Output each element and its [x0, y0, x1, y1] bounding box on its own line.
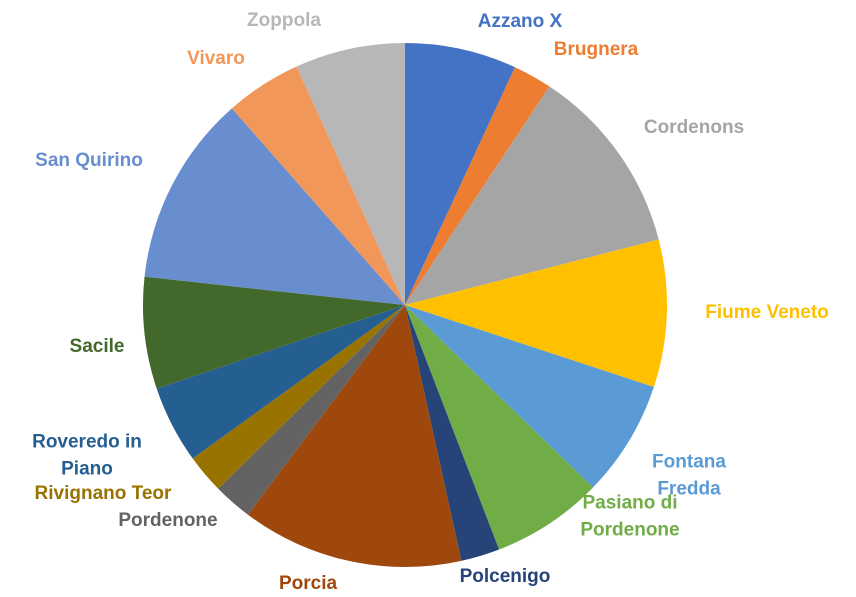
slice-label: Roveredo in Piano — [32, 432, 142, 480]
pie-slice — [192, 305, 405, 489]
slice-label: Pasiano di Pordenone — [580, 493, 679, 541]
pie-slice — [231, 66, 405, 305]
pie-slice — [405, 67, 550, 305]
pie-slice — [247, 305, 462, 567]
pie-slice — [405, 305, 654, 488]
slice-label: Pordenone — [118, 510, 217, 531]
pie-slice — [296, 43, 405, 305]
slice-label: Azzano X — [478, 11, 563, 32]
slice-label: Fontana Fredda — [652, 452, 726, 500]
slice-label: Brugnera — [554, 39, 639, 60]
pie-slice — [405, 305, 594, 550]
pie-slice — [218, 305, 405, 515]
slice-label: San Quirino — [35, 150, 143, 171]
pie-slice — [143, 276, 405, 389]
slice-label: Zoppola — [247, 10, 321, 31]
pie-slice — [405, 305, 500, 561]
slice-label: Fiume Veneto — [705, 302, 829, 323]
pie-slice — [405, 86, 659, 305]
slice-label: Sacile — [70, 336, 125, 357]
slice-label: Cordenons — [644, 117, 744, 138]
pie-slice — [405, 239, 668, 388]
slice-label: Vivaro — [187, 48, 245, 69]
pie-slice — [144, 108, 406, 305]
pie-slice — [405, 43, 515, 305]
pie-slice — [156, 305, 405, 459]
slice-label: Polcenigo — [460, 566, 551, 587]
slice-label: Rivignano Teor — [35, 483, 172, 504]
slice-label: Porcia — [279, 573, 338, 594]
